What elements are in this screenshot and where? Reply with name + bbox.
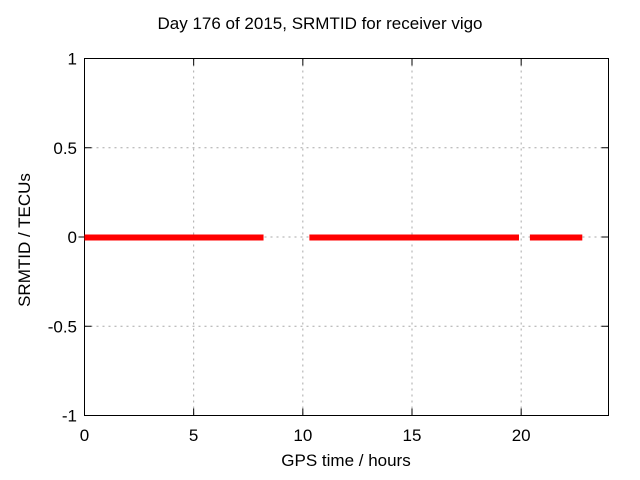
y-tick-label: 1	[68, 50, 77, 69]
y-tick-label: 0	[68, 228, 77, 247]
x-tick-label: 5	[189, 426, 198, 445]
x-axis-label: GPS time / hours	[281, 451, 411, 470]
x-tick-label: 10	[293, 426, 312, 445]
chart-title: Day 176 of 2015, SRMTID for receiver vig…	[157, 14, 483, 33]
y-tick-label: -0.5	[48, 317, 77, 336]
y-tick-label: 0.5	[53, 139, 77, 158]
x-tick-label: 20	[512, 426, 531, 445]
x-tick-label: 15	[403, 426, 422, 445]
x-tick-label: 0	[80, 426, 89, 445]
y-tick-label: -1	[62, 407, 77, 426]
y-axis-label: SRMTID / TECUs	[15, 173, 34, 307]
